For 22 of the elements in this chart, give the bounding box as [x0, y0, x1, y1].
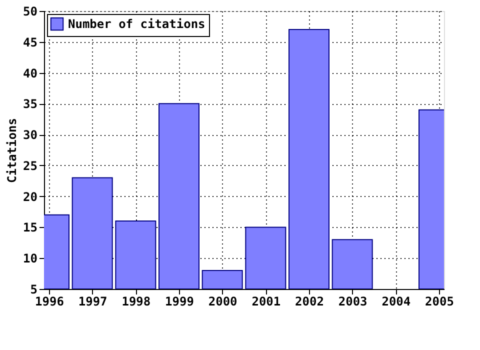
- y-tick-label: 45: [23, 35, 38, 50]
- y-tick-label: 20: [23, 190, 38, 204]
- x-tick-label: 2000: [208, 294, 238, 308]
- x-tick-label: 2001: [252, 294, 281, 308]
- legend-label: Number of citations: [68, 17, 206, 31]
- y-tick-label: 15: [23, 220, 38, 235]
- y-tick-label: 10: [23, 252, 38, 266]
- x-tick-label: 2005: [425, 294, 454, 308]
- x-tick-label: 2004: [382, 294, 411, 308]
- y-tick-label: 25: [23, 158, 38, 173]
- x-tick-label: 1999: [165, 294, 194, 308]
- x-tick-label: 1998: [122, 294, 151, 308]
- x-tick-label: 1996: [35, 294, 64, 308]
- y-tick-label: 30: [23, 128, 38, 142]
- y-tick-label: 40: [23, 66, 38, 80]
- x-tick-label: 1997: [78, 294, 108, 308]
- x-tick-label: 2002: [295, 294, 324, 308]
- y-tick-label: 50: [23, 4, 38, 18]
- y-axis-title: Citations: [5, 118, 20, 184]
- x-tick-label: 2003: [338, 294, 368, 308]
- y-tick-label: 5: [30, 282, 38, 296]
- y-tick-label: 35: [23, 97, 38, 112]
